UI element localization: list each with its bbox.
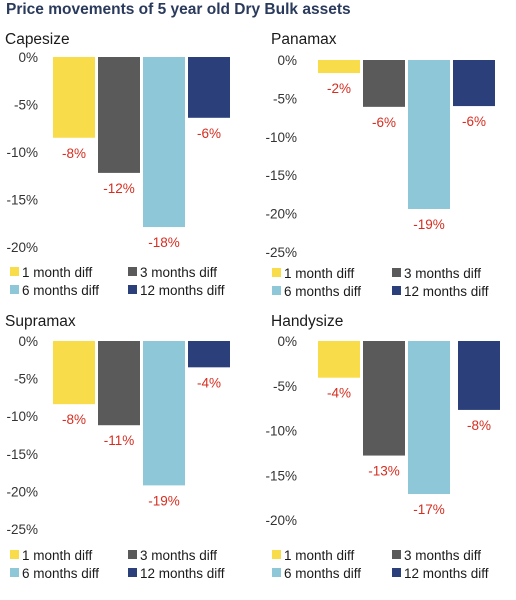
handysize-legend-swatch	[272, 568, 281, 577]
supramax-data-label: -19%	[148, 493, 180, 508]
capesize-legend-label: 12 months diff	[140, 283, 225, 298]
page-title: Price movements of 5 year old Dry Bulk a…	[6, 1, 351, 18]
capesize-ytick-label: -15%	[6, 193, 38, 208]
supramax-data-label: -11%	[104, 433, 135, 448]
panamax-legend-label: 3 months diff	[404, 266, 481, 281]
handysize-legend-swatch	[272, 550, 281, 559]
handysize-data-label: -8%	[467, 418, 491, 433]
handysize-data-label: -17%	[413, 502, 445, 517]
supramax-legend-label: 6 months diff	[22, 566, 99, 581]
panamax-ytick-label: -25%	[265, 245, 297, 260]
supramax-legend-label: 12 months diff	[140, 566, 225, 581]
supramax-legend-swatch	[10, 550, 19, 559]
supramax-ytick-label: -25%	[6, 522, 38, 537]
panamax-legend-label: 12 months diff	[404, 284, 489, 299]
handysize-bar	[458, 341, 500, 410]
supramax-bar	[53, 341, 95, 405]
handysize-ytick-label: 0%	[277, 334, 297, 349]
capesize-legend-swatch	[128, 267, 137, 276]
capesize-legend-swatch	[10, 267, 19, 276]
panamax-bar	[363, 60, 405, 107]
panamax-legend-swatch	[392, 286, 401, 295]
handysize-bar	[318, 341, 360, 378]
handysize-ytick-label: -5%	[273, 379, 297, 394]
supramax-bar	[98, 341, 140, 426]
handysize-ytick-label: -20%	[265, 513, 297, 528]
handysize-ytick-label: -15%	[265, 468, 297, 483]
handysize-title: Handysize	[271, 313, 343, 330]
panamax-bar	[318, 60, 360, 74]
supramax-ytick-label: -5%	[14, 372, 38, 387]
panamax-ytick-label: -10%	[265, 130, 297, 145]
handysize-legend-label: 3 months diff	[404, 548, 481, 563]
capesize-ytick-label: 0%	[18, 50, 38, 65]
panamax-ytick-label: -20%	[265, 207, 297, 222]
handysize-data-label: -13%	[368, 464, 400, 479]
panamax-legend-label: 6 months diff	[284, 284, 361, 299]
capesize-title: Capesize	[5, 31, 70, 48]
supramax-data-label: -4%	[197, 375, 221, 390]
panamax-bar	[408, 60, 450, 209]
handysize-data-label: -4%	[327, 386, 351, 401]
supramax-legend-swatch	[128, 550, 137, 559]
capesize-bar	[188, 57, 230, 118]
capesize-data-label: -8%	[62, 146, 86, 161]
capesize-legend-label: 6 months diff	[22, 283, 99, 298]
capesize-ytick-label: -10%	[6, 145, 38, 160]
handysize-legend-label: 6 months diff	[284, 566, 361, 581]
panamax-ytick-label: 0%	[277, 53, 297, 68]
capesize-bar	[98, 57, 140, 173]
panamax-data-label: -6%	[372, 115, 396, 130]
handysize-ytick-label: -10%	[265, 424, 297, 439]
panamax-legend-swatch	[272, 268, 281, 277]
capesize-data-label: -18%	[148, 235, 180, 250]
panamax-legend-swatch	[392, 268, 401, 277]
capesize-bar	[143, 57, 185, 228]
handysize-bar	[363, 341, 405, 456]
capesize-data-label: -12%	[103, 181, 135, 196]
handysize-bar	[408, 341, 450, 495]
panamax-title: Panamax	[271, 31, 337, 48]
handysize-legend-swatch	[392, 568, 401, 577]
handysize-legend-label: 1 month diff	[284, 548, 355, 563]
capesize-ytick-label: -20%	[6, 240, 38, 255]
supramax-legend-swatch	[128, 568, 137, 577]
panamax-legend-label: 1 month diff	[284, 266, 355, 281]
capesize-ytick-label: -5%	[14, 98, 38, 113]
supramax-bar	[188, 341, 230, 368]
supramax-title: Supramax	[5, 313, 76, 330]
handysize-legend-label: 12 months diff	[404, 566, 489, 581]
supramax-legend-label: 1 month diff	[22, 548, 93, 563]
supramax-ytick-label: -10%	[6, 409, 38, 424]
panamax-bar	[453, 60, 495, 107]
capesize-bar	[53, 57, 95, 138]
supramax-legend-swatch	[10, 568, 19, 577]
panamax-legend-swatch	[272, 286, 281, 295]
capesize-legend-label: 3 months diff	[140, 265, 217, 280]
panamax-data-label: -19%	[413, 217, 445, 232]
panamax-data-label: -6%	[462, 114, 486, 129]
supramax-ytick-label: -20%	[6, 484, 38, 499]
capesize-legend-swatch	[128, 285, 137, 294]
handysize-legend-swatch	[392, 550, 401, 559]
capesize-legend-swatch	[10, 285, 19, 294]
supramax-legend-label: 3 months diff	[140, 548, 217, 563]
supramax-ytick-label: -15%	[6, 447, 38, 462]
capesize-legend-label: 1 month diff	[22, 265, 93, 280]
panamax-ytick-label: -5%	[273, 91, 297, 106]
capesize-data-label: -6%	[197, 126, 221, 141]
supramax-bar	[143, 341, 185, 486]
supramax-data-label: -8%	[62, 412, 86, 427]
panamax-ytick-label: -15%	[265, 168, 297, 183]
panamax-data-label: -2%	[327, 81, 351, 96]
supramax-ytick-label: 0%	[18, 334, 38, 349]
